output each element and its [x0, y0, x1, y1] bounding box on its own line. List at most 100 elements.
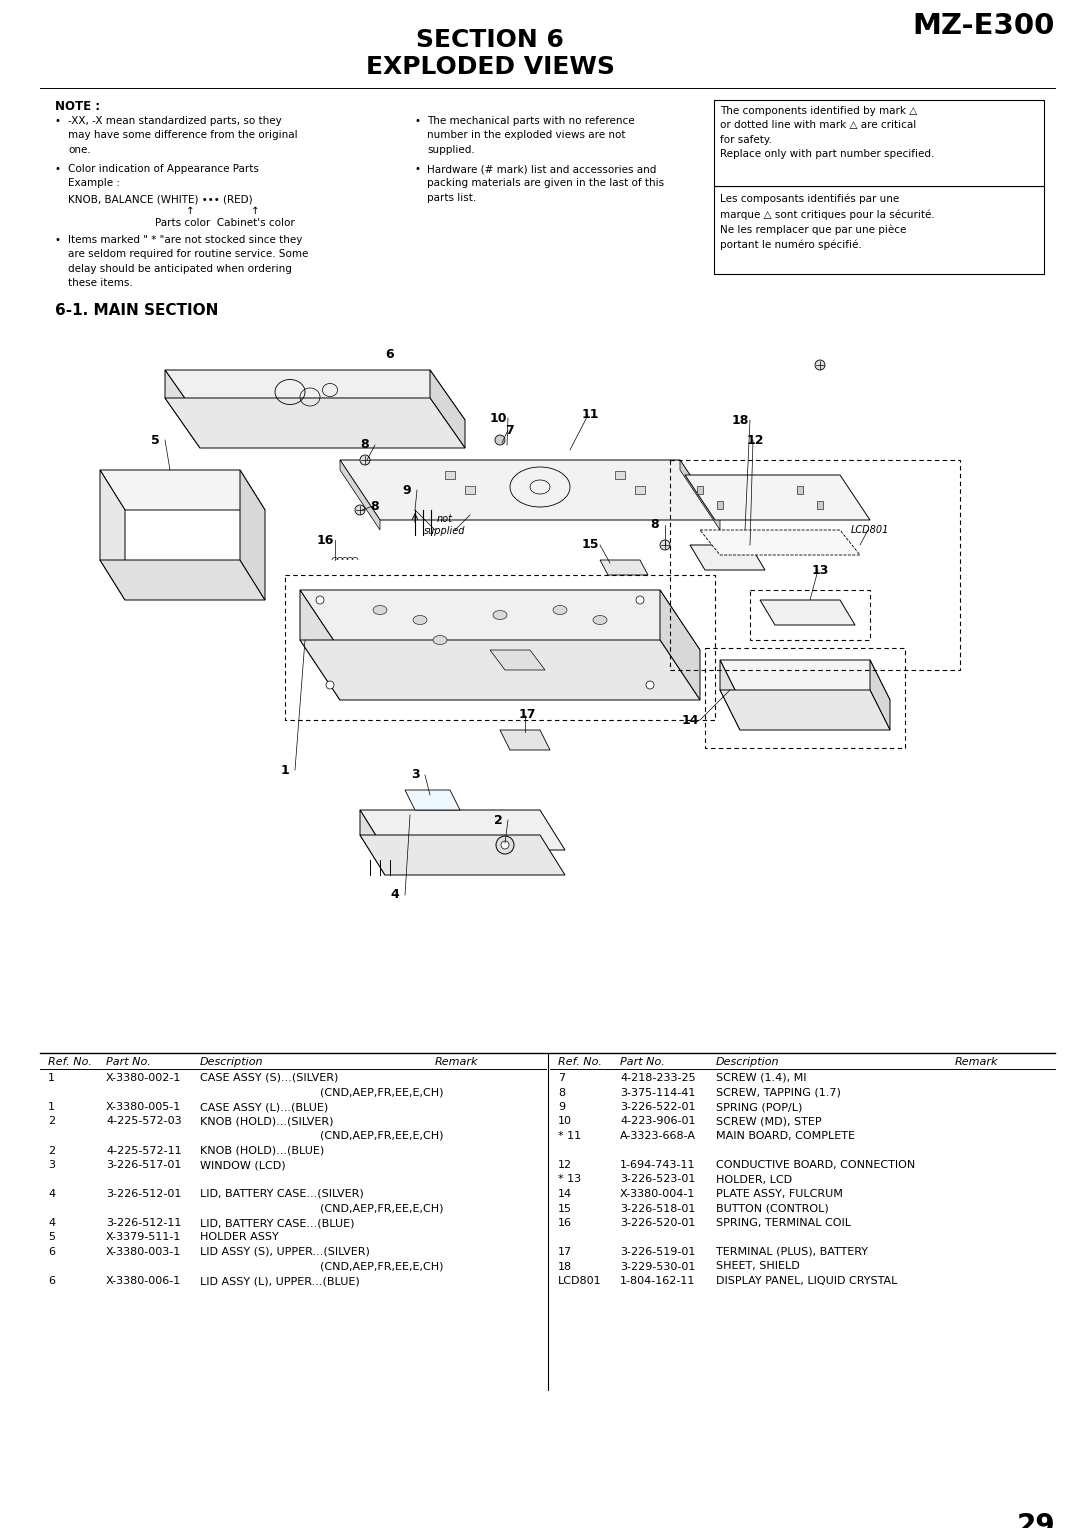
- Text: •: •: [415, 116, 421, 125]
- Polygon shape: [700, 530, 860, 555]
- Text: 3-226-517-01: 3-226-517-01: [106, 1160, 181, 1170]
- Text: 16: 16: [316, 533, 334, 547]
- Text: 9: 9: [558, 1102, 565, 1112]
- Polygon shape: [360, 810, 384, 876]
- Text: 29: 29: [1016, 1513, 1055, 1528]
- Text: SCREW, TAPPING (1.7): SCREW, TAPPING (1.7): [716, 1088, 841, 1097]
- Text: •: •: [55, 116, 60, 125]
- Text: LID ASSY (S), UPPER...(SILVER): LID ASSY (S), UPPER...(SILVER): [200, 1247, 369, 1258]
- Text: 3-226-522-01: 3-226-522-01: [620, 1102, 696, 1112]
- Text: 12: 12: [746, 434, 764, 446]
- Text: LCD801: LCD801: [851, 526, 889, 535]
- Text: (CND,AEP,FR,EE,E,CH): (CND,AEP,FR,EE,E,CH): [320, 1262, 444, 1271]
- Text: 14: 14: [558, 1189, 572, 1199]
- Circle shape: [326, 681, 334, 689]
- Circle shape: [495, 435, 505, 445]
- Text: 8: 8: [558, 1088, 565, 1097]
- Text: MAIN BOARD, COMPLETE: MAIN BOARD, COMPLETE: [716, 1131, 855, 1141]
- Text: 2: 2: [494, 813, 502, 827]
- Text: 4: 4: [391, 888, 400, 902]
- Polygon shape: [100, 471, 265, 510]
- Text: 4-225-572-11: 4-225-572-11: [106, 1146, 181, 1155]
- Text: DISPLAY PANEL, LIQUID CRYSTAL: DISPLAY PANEL, LIQUID CRYSTAL: [716, 1276, 897, 1287]
- Text: 12: 12: [558, 1160, 572, 1170]
- Bar: [797, 486, 804, 494]
- Text: 4-218-233-25: 4-218-233-25: [620, 1073, 696, 1083]
- Bar: [445, 471, 455, 478]
- Text: 4-225-572-03: 4-225-572-03: [106, 1117, 181, 1126]
- Polygon shape: [720, 660, 890, 700]
- Text: 10: 10: [489, 411, 507, 425]
- Bar: [816, 501, 823, 509]
- Bar: [717, 501, 723, 509]
- Text: Description: Description: [716, 1057, 780, 1067]
- Ellipse shape: [373, 605, 387, 614]
- Text: (CND,AEP,FR,EE,E,CH): (CND,AEP,FR,EE,E,CH): [320, 1088, 444, 1097]
- Text: 7: 7: [505, 423, 514, 437]
- Circle shape: [501, 840, 509, 850]
- Text: CASE ASSY (L)...(BLUE): CASE ASSY (L)...(BLUE): [200, 1102, 328, 1112]
- Circle shape: [316, 596, 324, 604]
- Text: The mechanical parts with no reference
number in the exploded views are not
supp: The mechanical parts with no reference n…: [427, 116, 635, 154]
- Text: NOTE :: NOTE :: [55, 99, 100, 113]
- Polygon shape: [405, 790, 460, 810]
- Polygon shape: [690, 545, 765, 570]
- Polygon shape: [720, 691, 890, 730]
- Text: Parts color  Cabinet's color: Parts color Cabinet's color: [156, 219, 295, 228]
- Ellipse shape: [413, 616, 427, 625]
- Text: 4-223-906-01: 4-223-906-01: [620, 1117, 696, 1126]
- Text: * 11: * 11: [558, 1131, 581, 1141]
- Text: SCREW (1.4), MI: SCREW (1.4), MI: [716, 1073, 807, 1083]
- Bar: [615, 471, 625, 478]
- Bar: [714, 99, 1044, 186]
- Text: CASE ASSY (S)...(SILVER): CASE ASSY (S)...(SILVER): [200, 1073, 338, 1083]
- Circle shape: [646, 681, 654, 689]
- Text: X-3380-002-1: X-3380-002-1: [106, 1073, 181, 1083]
- Text: 13: 13: [811, 564, 828, 576]
- Bar: [465, 486, 475, 494]
- Text: CONDUCTIVE BOARD, CONNECTION: CONDUCTIVE BOARD, CONNECTION: [716, 1160, 915, 1170]
- Text: HOLDER ASSY: HOLDER ASSY: [200, 1233, 279, 1242]
- Text: •: •: [415, 163, 421, 174]
- Text: (CND,AEP,FR,EE,E,CH): (CND,AEP,FR,EE,E,CH): [320, 1131, 444, 1141]
- Text: The components identified by mark △
or dotted line with mark △ are critical
for : The components identified by mark △ or d…: [720, 105, 934, 159]
- Text: 5: 5: [150, 434, 160, 446]
- Text: 16: 16: [558, 1218, 572, 1229]
- Text: 11: 11: [581, 408, 598, 422]
- Text: Part No.: Part No.: [106, 1057, 151, 1067]
- Text: 3-226-512-01: 3-226-512-01: [106, 1189, 181, 1199]
- Text: 9: 9: [403, 483, 411, 497]
- Text: not
supplied: not supplied: [424, 515, 465, 536]
- Text: 4: 4: [48, 1189, 55, 1199]
- Text: 6-1. MAIN SECTION: 6-1. MAIN SECTION: [55, 303, 218, 318]
- Text: Ref. No.: Ref. No.: [48, 1057, 92, 1067]
- Text: EXPLODED VIEWS: EXPLODED VIEWS: [365, 55, 615, 79]
- Polygon shape: [340, 460, 720, 520]
- Bar: [714, 186, 1044, 274]
- Text: ↑: ↑: [251, 206, 259, 215]
- Polygon shape: [430, 370, 465, 448]
- Text: 6: 6: [48, 1276, 55, 1287]
- Polygon shape: [165, 370, 200, 448]
- Text: 6: 6: [386, 348, 394, 362]
- Text: Color indication of Appearance Parts
Example :: Color indication of Appearance Parts Exa…: [68, 163, 259, 188]
- Text: 17: 17: [558, 1247, 572, 1258]
- Polygon shape: [300, 590, 700, 649]
- Text: 14: 14: [681, 714, 699, 726]
- Bar: [697, 486, 703, 494]
- Polygon shape: [360, 834, 565, 876]
- Polygon shape: [600, 559, 648, 575]
- Text: •: •: [55, 235, 60, 244]
- Polygon shape: [760, 601, 855, 625]
- Text: 1: 1: [48, 1102, 55, 1112]
- Text: 18: 18: [731, 414, 748, 426]
- Circle shape: [636, 596, 644, 604]
- Text: 1: 1: [281, 764, 289, 776]
- Circle shape: [815, 361, 825, 370]
- Text: KNOB (HOLD)...(BLUE): KNOB (HOLD)...(BLUE): [200, 1146, 324, 1155]
- Text: BUTTON (CONTROL): BUTTON (CONTROL): [716, 1204, 828, 1213]
- Text: 3-226-523-01: 3-226-523-01: [620, 1175, 696, 1184]
- Polygon shape: [300, 640, 700, 700]
- Circle shape: [355, 504, 365, 515]
- Text: •: •: [55, 163, 60, 174]
